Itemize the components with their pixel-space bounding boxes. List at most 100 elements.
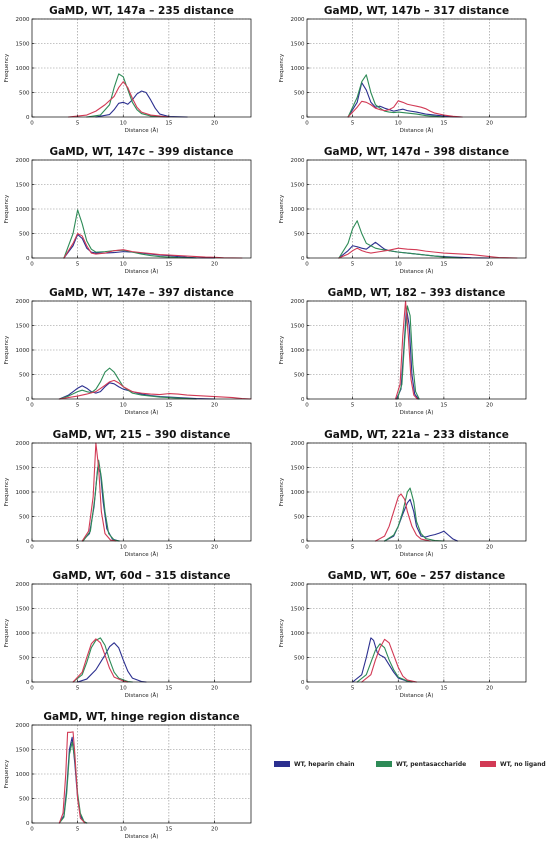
x-axis-label: Distance (Å) [400, 551, 434, 558]
x-tick-label: 15 [440, 686, 447, 692]
y-tick-label: 2000 [291, 17, 305, 23]
y-tick-label: 0 [26, 539, 30, 545]
series-line [384, 487, 445, 542]
chart-title: GaMD, WT, 147d – 398 distance [324, 146, 509, 158]
y-tick-label: 2000 [16, 158, 30, 164]
y-tick-label: 2000 [291, 299, 305, 305]
x-tick-label: 0 [30, 827, 34, 833]
legend-label: WT, heparin chain [294, 761, 355, 768]
x-tick-label: 10 [395, 686, 402, 692]
chart-title: GaMD, WT, 182 – 393 distance [328, 287, 506, 299]
chart-title: GaMD, WT, 147b – 317 distance [324, 5, 509, 17]
x-tick-label: 20 [486, 545, 493, 551]
series-line [82, 459, 121, 542]
y-tick-label: 500 [294, 515, 305, 521]
x-tick-label: 0 [305, 121, 309, 127]
x-tick-label: 0 [30, 545, 34, 551]
x-tick-label: 5 [351, 262, 355, 268]
y-tick-label: 1500 [16, 748, 30, 754]
y-tick-label: 500 [19, 232, 30, 238]
y-tick-label: 1000 [291, 348, 305, 354]
series-line [356, 643, 413, 683]
series-line [347, 74, 445, 118]
y-tick-label: 2000 [16, 582, 30, 588]
x-tick-label: 15 [440, 262, 447, 268]
chart-title: GaMD, WT, 147a – 235 distance [49, 5, 234, 17]
chart-title: GaMD, WT, 215 – 390 distance [53, 429, 231, 441]
x-tick-label: 15 [165, 262, 172, 268]
x-tick-label: 0 [305, 545, 309, 551]
y-tick-label: 1000 [291, 207, 305, 213]
y-tick-label: 0 [26, 680, 30, 686]
y-tick-label: 0 [301, 680, 305, 686]
y-axis-label: Frequency [279, 477, 285, 506]
x-tick-label: 15 [165, 827, 172, 833]
x-tick-label: 5 [351, 686, 355, 692]
y-tick-label: 1500 [16, 324, 30, 330]
x-tick-label: 20 [486, 262, 493, 268]
x-axis-label: Distance (Å) [125, 692, 159, 699]
y-tick-label: 1000 [16, 631, 30, 637]
x-tick-label: 5 [76, 686, 80, 692]
x-tick-label: 20 [486, 121, 493, 127]
y-tick-label: 1000 [291, 631, 305, 637]
y-tick-label: 1000 [16, 207, 30, 213]
series-line [352, 637, 413, 683]
y-tick-label: 1000 [16, 66, 30, 72]
y-axis-label: Frequency [4, 618, 10, 647]
y-tick-label: 2000 [291, 158, 305, 164]
series-line [347, 82, 463, 118]
y-tick-label: 1500 [16, 183, 30, 189]
y-axis-label: Frequency [4, 53, 10, 82]
x-tick-label: 15 [440, 121, 447, 127]
chart-title: GaMD, WT, hinge region distance [43, 711, 239, 723]
legend-label: WT, no ligand [500, 761, 546, 768]
y-tick-label: 1500 [291, 42, 305, 48]
x-tick-label: 10 [120, 403, 127, 409]
series-line [63, 232, 243, 259]
x-axis-label: Distance (Å) [125, 409, 159, 416]
y-tick-label: 0 [26, 115, 30, 121]
y-tick-label: 500 [19, 797, 30, 803]
x-tick-label: 5 [76, 545, 80, 551]
x-tick-label: 10 [120, 545, 127, 551]
y-tick-label: 500 [294, 373, 305, 379]
legend: WT, heparin chain WT, pentasaccharide WT, … [274, 761, 546, 768]
chart-panel-3: GaMD, WT, 147c – 399 distance 0 5 10 15 20 0 50… [4, 146, 252, 275]
y-tick-label: 500 [19, 656, 30, 662]
chart-panel-4: GaMD, WT, 147d – 398 distance 0 5 10 15 20 0 50… [279, 146, 527, 275]
y-tick-label: 0 [301, 539, 305, 545]
series-line [374, 493, 431, 542]
x-axis-label: Distance (Å) [400, 692, 434, 699]
chart-title: GaMD, WT, 221a – 233 distance [324, 429, 509, 441]
series-line [361, 638, 418, 683]
series-line [95, 90, 188, 118]
y-tick-label: 1500 [291, 324, 305, 330]
x-tick-label: 0 [305, 262, 309, 268]
chart-panel-1: GaMD, WT, 147a – 235 distance 0 5 10 15 20 0 50… [4, 5, 252, 134]
y-tick-label: 0 [301, 256, 305, 262]
x-tick-label: 5 [76, 262, 80, 268]
x-tick-label: 15 [165, 686, 172, 692]
series-line [58, 731, 86, 824]
y-axis-label: Frequency [279, 194, 285, 223]
legend-swatch [480, 761, 496, 767]
x-tick-label: 15 [440, 545, 447, 551]
x-tick-label: 20 [211, 403, 218, 409]
series-line [58, 741, 88, 824]
x-tick-label: 5 [351, 403, 355, 409]
y-tick-label: 0 [26, 821, 30, 827]
y-tick-label: 0 [301, 115, 305, 121]
chart-title: GaMD, WT, 60d – 315 distance [53, 570, 231, 582]
x-tick-label: 10 [395, 545, 402, 551]
x-tick-label: 20 [211, 121, 218, 127]
x-axis-label: Distance (Å) [125, 551, 159, 558]
y-tick-label: 1500 [16, 466, 30, 472]
y-tick-label: 1000 [16, 490, 30, 496]
x-tick-label: 15 [440, 403, 447, 409]
legend-swatch [376, 761, 392, 767]
y-axis-label: Frequency [4, 194, 10, 223]
